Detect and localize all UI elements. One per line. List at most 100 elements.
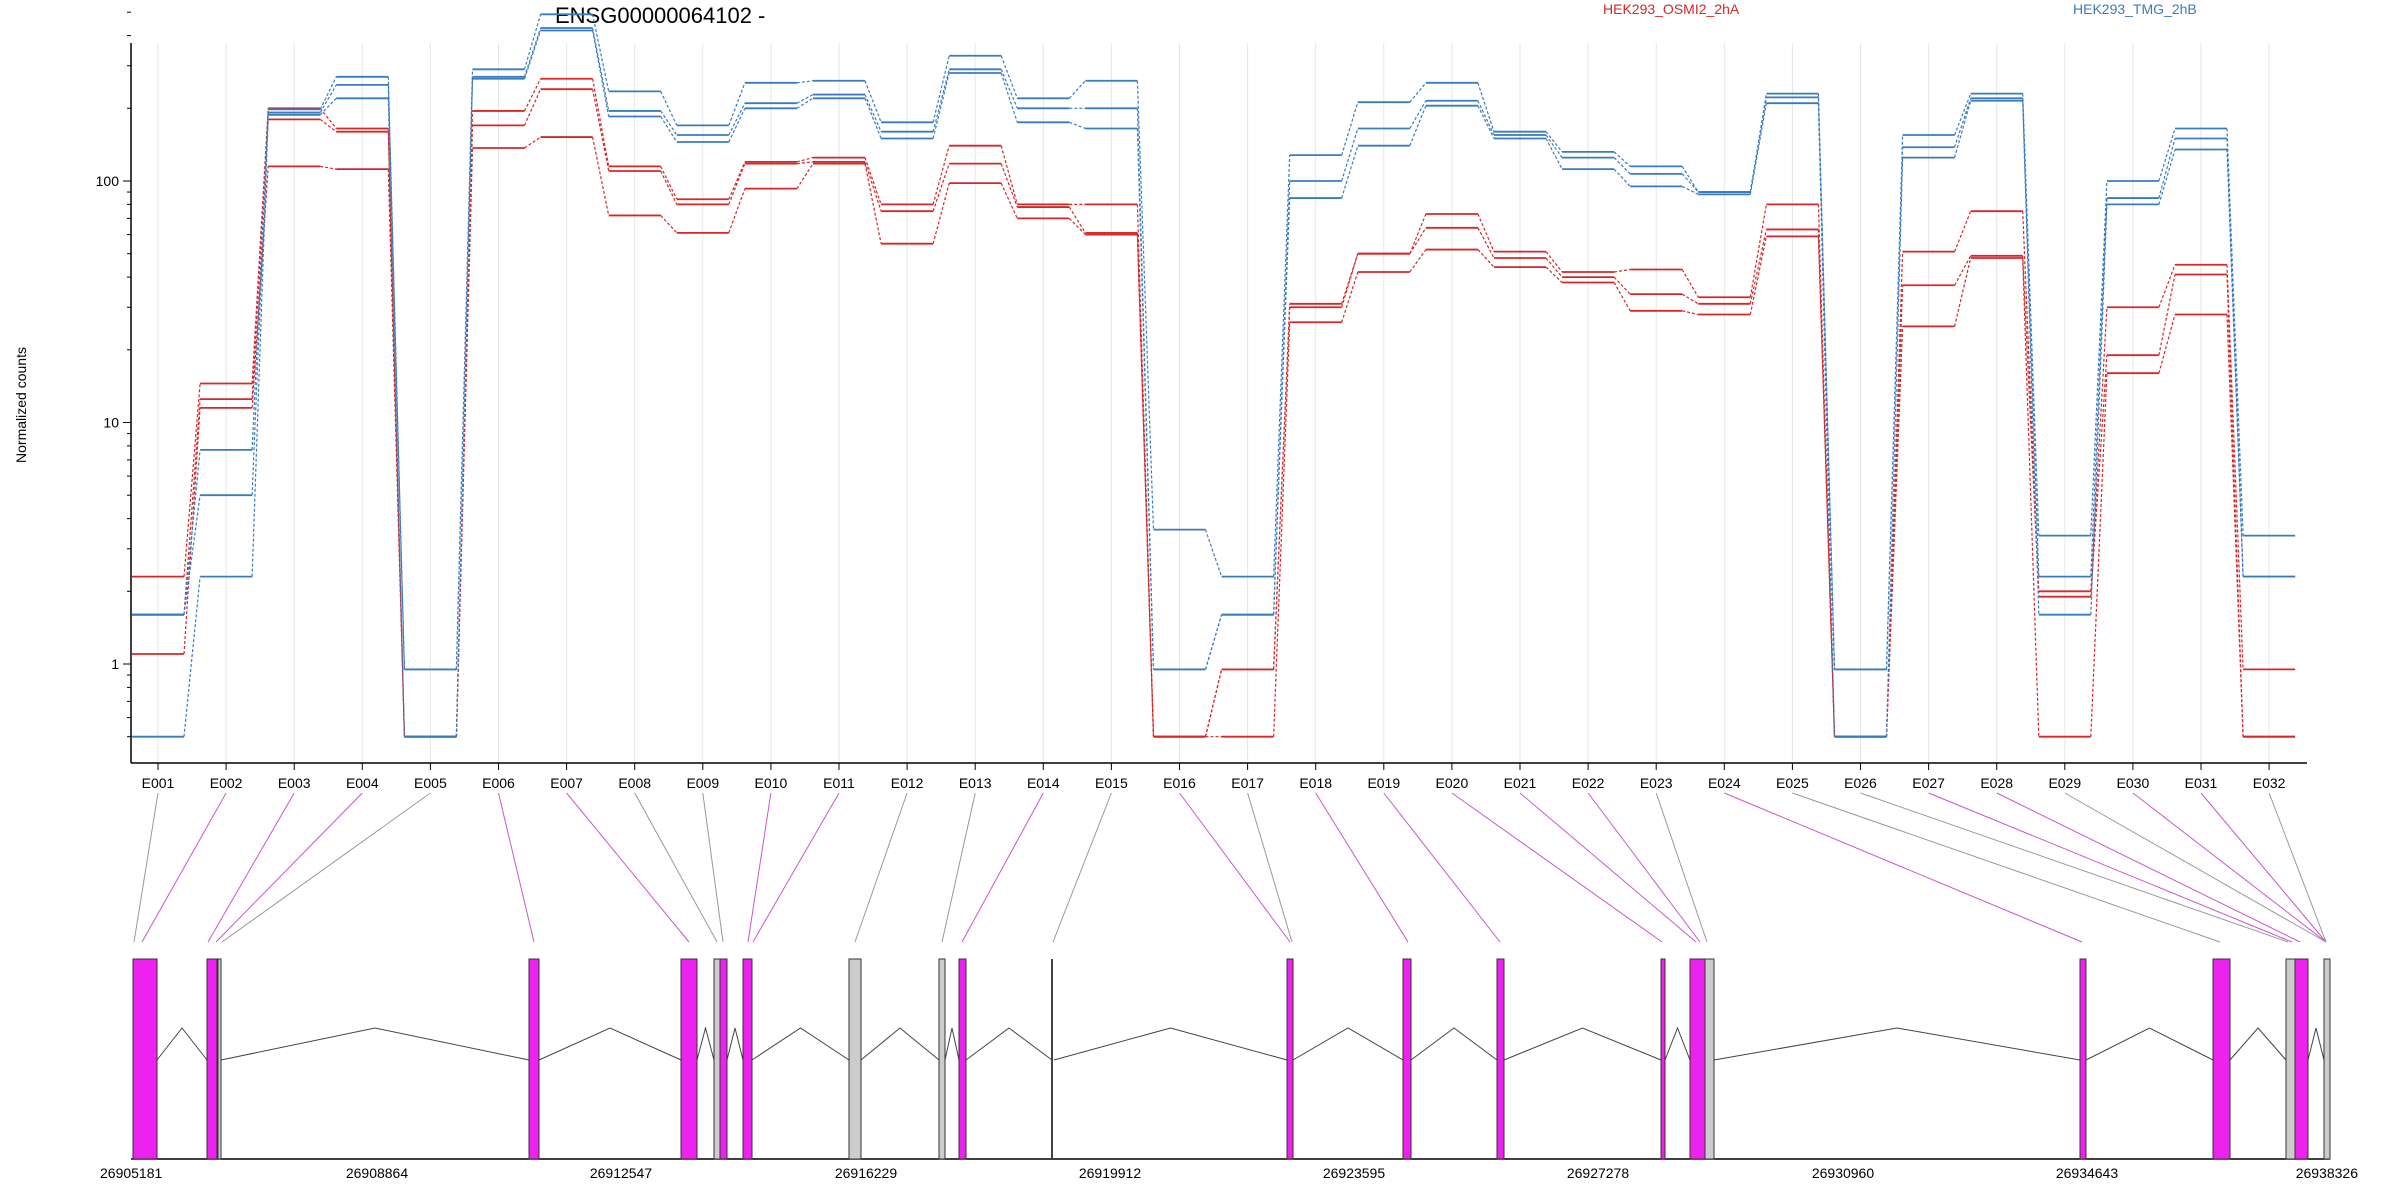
- series-connector: [1545, 257, 1563, 278]
- x-tick-label: E032: [2253, 775, 2286, 791]
- x-tick-label: E020: [1436, 775, 1469, 791]
- series-connector: [251, 112, 269, 496]
- series-connector: [1000, 163, 1018, 208]
- series-connector: [1545, 266, 1563, 283]
- series-connector: [319, 76, 337, 110]
- x-tick-label: E010: [755, 775, 788, 791]
- x-tick-label: E013: [959, 775, 992, 791]
- series-connector: [1273, 322, 1291, 737]
- series-connector: [1409, 105, 1427, 146]
- series-connector: [1204, 669, 1223, 737]
- exon-connector-line: [1383, 792, 1501, 943]
- series-connector: [2158, 264, 2176, 308]
- series-connector: [2226, 314, 2244, 737]
- series-0: [132, 77, 2296, 738]
- x-tick-label: E001: [142, 775, 175, 791]
- series-connector: [1341, 128, 1359, 182]
- series-connector: [319, 97, 337, 116]
- series-connector: [660, 91, 678, 126]
- series-connector: [2158, 314, 2176, 374]
- genomic-coordinate-label: 26905181: [100, 1165, 163, 1181]
- series-connector: [2090, 373, 2108, 737]
- series-connector: [932, 72, 950, 139]
- series-connector: [932, 182, 950, 244]
- series-connector: [1885, 157, 1904, 737]
- series-connector: [251, 166, 269, 408]
- genomic-coordinate-label: 26927278: [1567, 1165, 1630, 1181]
- exon-box: [2285, 958, 2296, 1160]
- intron-line: [696, 1026, 715, 1061]
- series-connector: [183, 495, 201, 615]
- series-connector: [592, 78, 610, 167]
- series-connector: [932, 145, 950, 205]
- series-connector: [1817, 236, 1836, 737]
- series-connector: [1613, 276, 1631, 295]
- intron-line: [965, 1027, 1053, 1061]
- series-connector: [251, 114, 269, 577]
- x-tick-label: E016: [1163, 775, 1196, 791]
- series-connector: [1749, 103, 1767, 195]
- exon-connector-line: [1052, 792, 1112, 943]
- series-connector: [864, 163, 882, 244]
- series-connector: [2090, 204, 2108, 615]
- series-connector: [796, 80, 814, 84]
- series-connector: [455, 76, 474, 670]
- series-connector: [1136, 128, 1155, 670]
- series-1: [132, 88, 2296, 738]
- series-connector: [1000, 145, 1018, 205]
- series-connector: [1954, 257, 1972, 327]
- series-connector: [796, 157, 814, 163]
- x-tick-label: E025: [1776, 775, 1809, 791]
- exon-connector-line: [634, 792, 718, 943]
- exon-connector-line: [1860, 792, 2289, 943]
- exon-connector-line: [1655, 792, 1708, 943]
- exon-box: [2323, 958, 2331, 1160]
- intron-line: [156, 1027, 208, 1061]
- exon-connector-line: [133, 792, 159, 943]
- exon-connector-line: [1315, 792, 1409, 943]
- series-connector: [2226, 149, 2244, 577]
- series-connector: [1341, 253, 1359, 305]
- exon-connector-line: [702, 792, 724, 943]
- series-connector: [319, 84, 337, 113]
- genomic-coordinate-label: 26912547: [590, 1165, 653, 1181]
- intron-line: [2085, 1027, 2214, 1061]
- series-connector: [1341, 271, 1359, 323]
- series-connector: [2158, 274, 2176, 356]
- x-tick-label: E022: [1572, 775, 1605, 791]
- intron-line: [538, 1027, 682, 1061]
- exon-connector-line: [1928, 792, 2293, 943]
- series-connector: [1000, 69, 1018, 109]
- series-connector: [2022, 211, 2040, 592]
- series-4: [132, 27, 2296, 671]
- series-connector: [1273, 307, 1291, 670]
- series-connector: [1954, 255, 1972, 286]
- exon-connector-line: [498, 792, 535, 943]
- series-connector: [2158, 138, 2176, 199]
- series-connector: [592, 27, 610, 112]
- series-connector: [1477, 213, 1495, 252]
- x-tick-label: E024: [1708, 775, 1741, 791]
- exon-connector-line: [1519, 792, 1697, 943]
- series-connector: [183, 449, 201, 615]
- series-connector: [1068, 217, 1086, 235]
- series-connector: [796, 97, 814, 109]
- series-connector: [1477, 105, 1495, 139]
- series-connector: [2090, 180, 2108, 536]
- exon-connector-line: [141, 792, 227, 943]
- series-connector: [2226, 264, 2244, 670]
- genomic-coordinate-label: 26930960: [1812, 1165, 1875, 1181]
- x-tick-label: E031: [2185, 775, 2218, 791]
- series-connector: [1749, 229, 1767, 304]
- legend-label-tmg: HEK293_TMG_2hB: [2073, 1, 2197, 17]
- x-tick-label: E007: [550, 775, 583, 791]
- exon-box: [132, 958, 158, 1160]
- series-connector: [592, 136, 610, 216]
- genomic-coordinate-label: 26938326: [2296, 1165, 2359, 1181]
- intron-line: [1410, 1027, 1498, 1061]
- x-tick-label: E012: [891, 775, 924, 791]
- y-tick-label: 10: [103, 415, 119, 431]
- series-connector: [2090, 198, 2108, 577]
- exon-box: [1704, 958, 1715, 1160]
- x-tick-label: E017: [1231, 775, 1264, 791]
